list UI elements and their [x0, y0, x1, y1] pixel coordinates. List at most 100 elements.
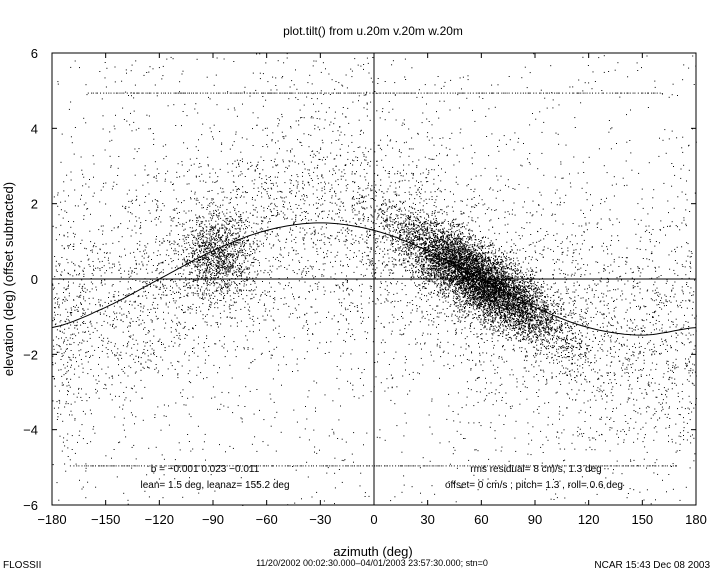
scatter-point — [538, 335, 540, 337]
scatter-point — [460, 309, 462, 311]
scatter-point — [506, 308, 508, 310]
scatter-point — [496, 294, 497, 296]
scatter-point — [442, 276, 444, 278]
scatter-point — [436, 256, 438, 257]
scatter-point — [468, 257, 470, 259]
scatter-point — [475, 273, 477, 275]
scatter-point — [552, 309, 554, 311]
scatter-point — [494, 290, 496, 292]
scatter-point — [503, 267, 505, 269]
scatter-point — [474, 263, 476, 265]
scatter-point — [431, 211, 433, 213]
scatter-point — [456, 249, 458, 250]
scatter-point — [525, 315, 527, 317]
scatter-point — [433, 255, 435, 257]
scatter-point — [551, 320, 553, 322]
scatter-point — [439, 250, 441, 252]
scatter-point — [443, 279, 445, 281]
scatter-point — [454, 254, 456, 256]
scatter-point — [446, 276, 448, 278]
scatter-point — [439, 246, 441, 248]
scatter-point — [471, 267, 473, 269]
scatter-point — [454, 276, 456, 278]
scatter-point — [552, 326, 553, 328]
scatter-point — [521, 272, 523, 274]
scatter-point — [403, 226, 405, 228]
scatter-point — [465, 274, 467, 276]
scatter-point — [513, 328, 515, 330]
scatter-point — [553, 328, 555, 330]
scatter-point — [461, 284, 463, 286]
scatter-point — [468, 249, 469, 250]
scatter-point — [484, 274, 485, 276]
scatter-point — [440, 229, 441, 231]
scatter-point — [440, 282, 442, 284]
scatter-point — [501, 266, 503, 268]
scatter-point — [455, 275, 457, 277]
scatter-point — [551, 347, 553, 349]
scatter-point — [492, 289, 494, 291]
scatter-point — [383, 210, 385, 212]
scatter-point — [487, 267, 489, 269]
scatter-point — [485, 301, 487, 303]
scatter-point — [460, 258, 461, 260]
scatter-point — [522, 312, 524, 314]
scatter-point — [429, 275, 431, 277]
scatter-point — [434, 290, 435, 291]
scatter-point — [433, 254, 435, 256]
scatter-point — [549, 362, 551, 364]
scatter-point — [399, 234, 401, 236]
scatter-point — [551, 353, 553, 355]
scatter-point — [584, 375, 586, 377]
scatter-point — [395, 231, 396, 233]
scatter-point — [533, 285, 535, 287]
scatter-point — [443, 282, 444, 284]
scatter-point — [439, 292, 441, 294]
scatter-point — [452, 266, 454, 268]
scatter-point — [455, 265, 457, 267]
scatter-point — [559, 313, 561, 315]
scatter-point — [487, 261, 489, 263]
scatter-point — [400, 224, 402, 226]
scatter-point — [506, 319, 508, 321]
scatter-point — [477, 255, 479, 257]
scatter-point — [518, 314, 520, 316]
scatter-point — [515, 293, 517, 295]
scatter-point — [474, 239, 476, 241]
scatter-point — [489, 245, 491, 247]
scatter-point — [437, 258, 439, 260]
scatter-point — [490, 263, 492, 265]
scatter-point — [430, 242, 432, 243]
scatter-point — [555, 318, 557, 320]
scatter-point — [516, 322, 518, 324]
scatter-point — [487, 285, 488, 287]
scatter-point — [550, 311, 552, 313]
scatter-point — [447, 243, 449, 245]
scatter-point — [494, 302, 496, 304]
scatter-point — [465, 293, 467, 295]
scatter-point — [495, 302, 496, 304]
scatter-point — [433, 239, 435, 240]
scatter-point — [423, 223, 425, 225]
scatter-point — [556, 348, 558, 350]
scatter-point — [442, 261, 444, 263]
scatter-point — [430, 245, 432, 247]
scatter-point — [437, 312, 439, 314]
scatter-point — [594, 354, 596, 356]
scatter-point — [440, 240, 442, 242]
scatter-point — [447, 221, 449, 222]
scatter-point — [425, 223, 427, 225]
scatter-point — [392, 221, 394, 223]
scatter-point — [436, 280, 438, 282]
scatter-point — [470, 250, 472, 252]
scatter-point — [496, 272, 498, 274]
scatter-point — [458, 269, 460, 271]
scatter-point — [452, 254, 453, 255]
scatter-point — [484, 253, 486, 255]
scatter-point — [459, 258, 461, 259]
scatter-point — [475, 267, 477, 268]
scatter-point — [490, 287, 492, 289]
scatter-point — [548, 327, 550, 329]
scatter-point — [476, 293, 478, 295]
scatter-point — [472, 265, 474, 267]
